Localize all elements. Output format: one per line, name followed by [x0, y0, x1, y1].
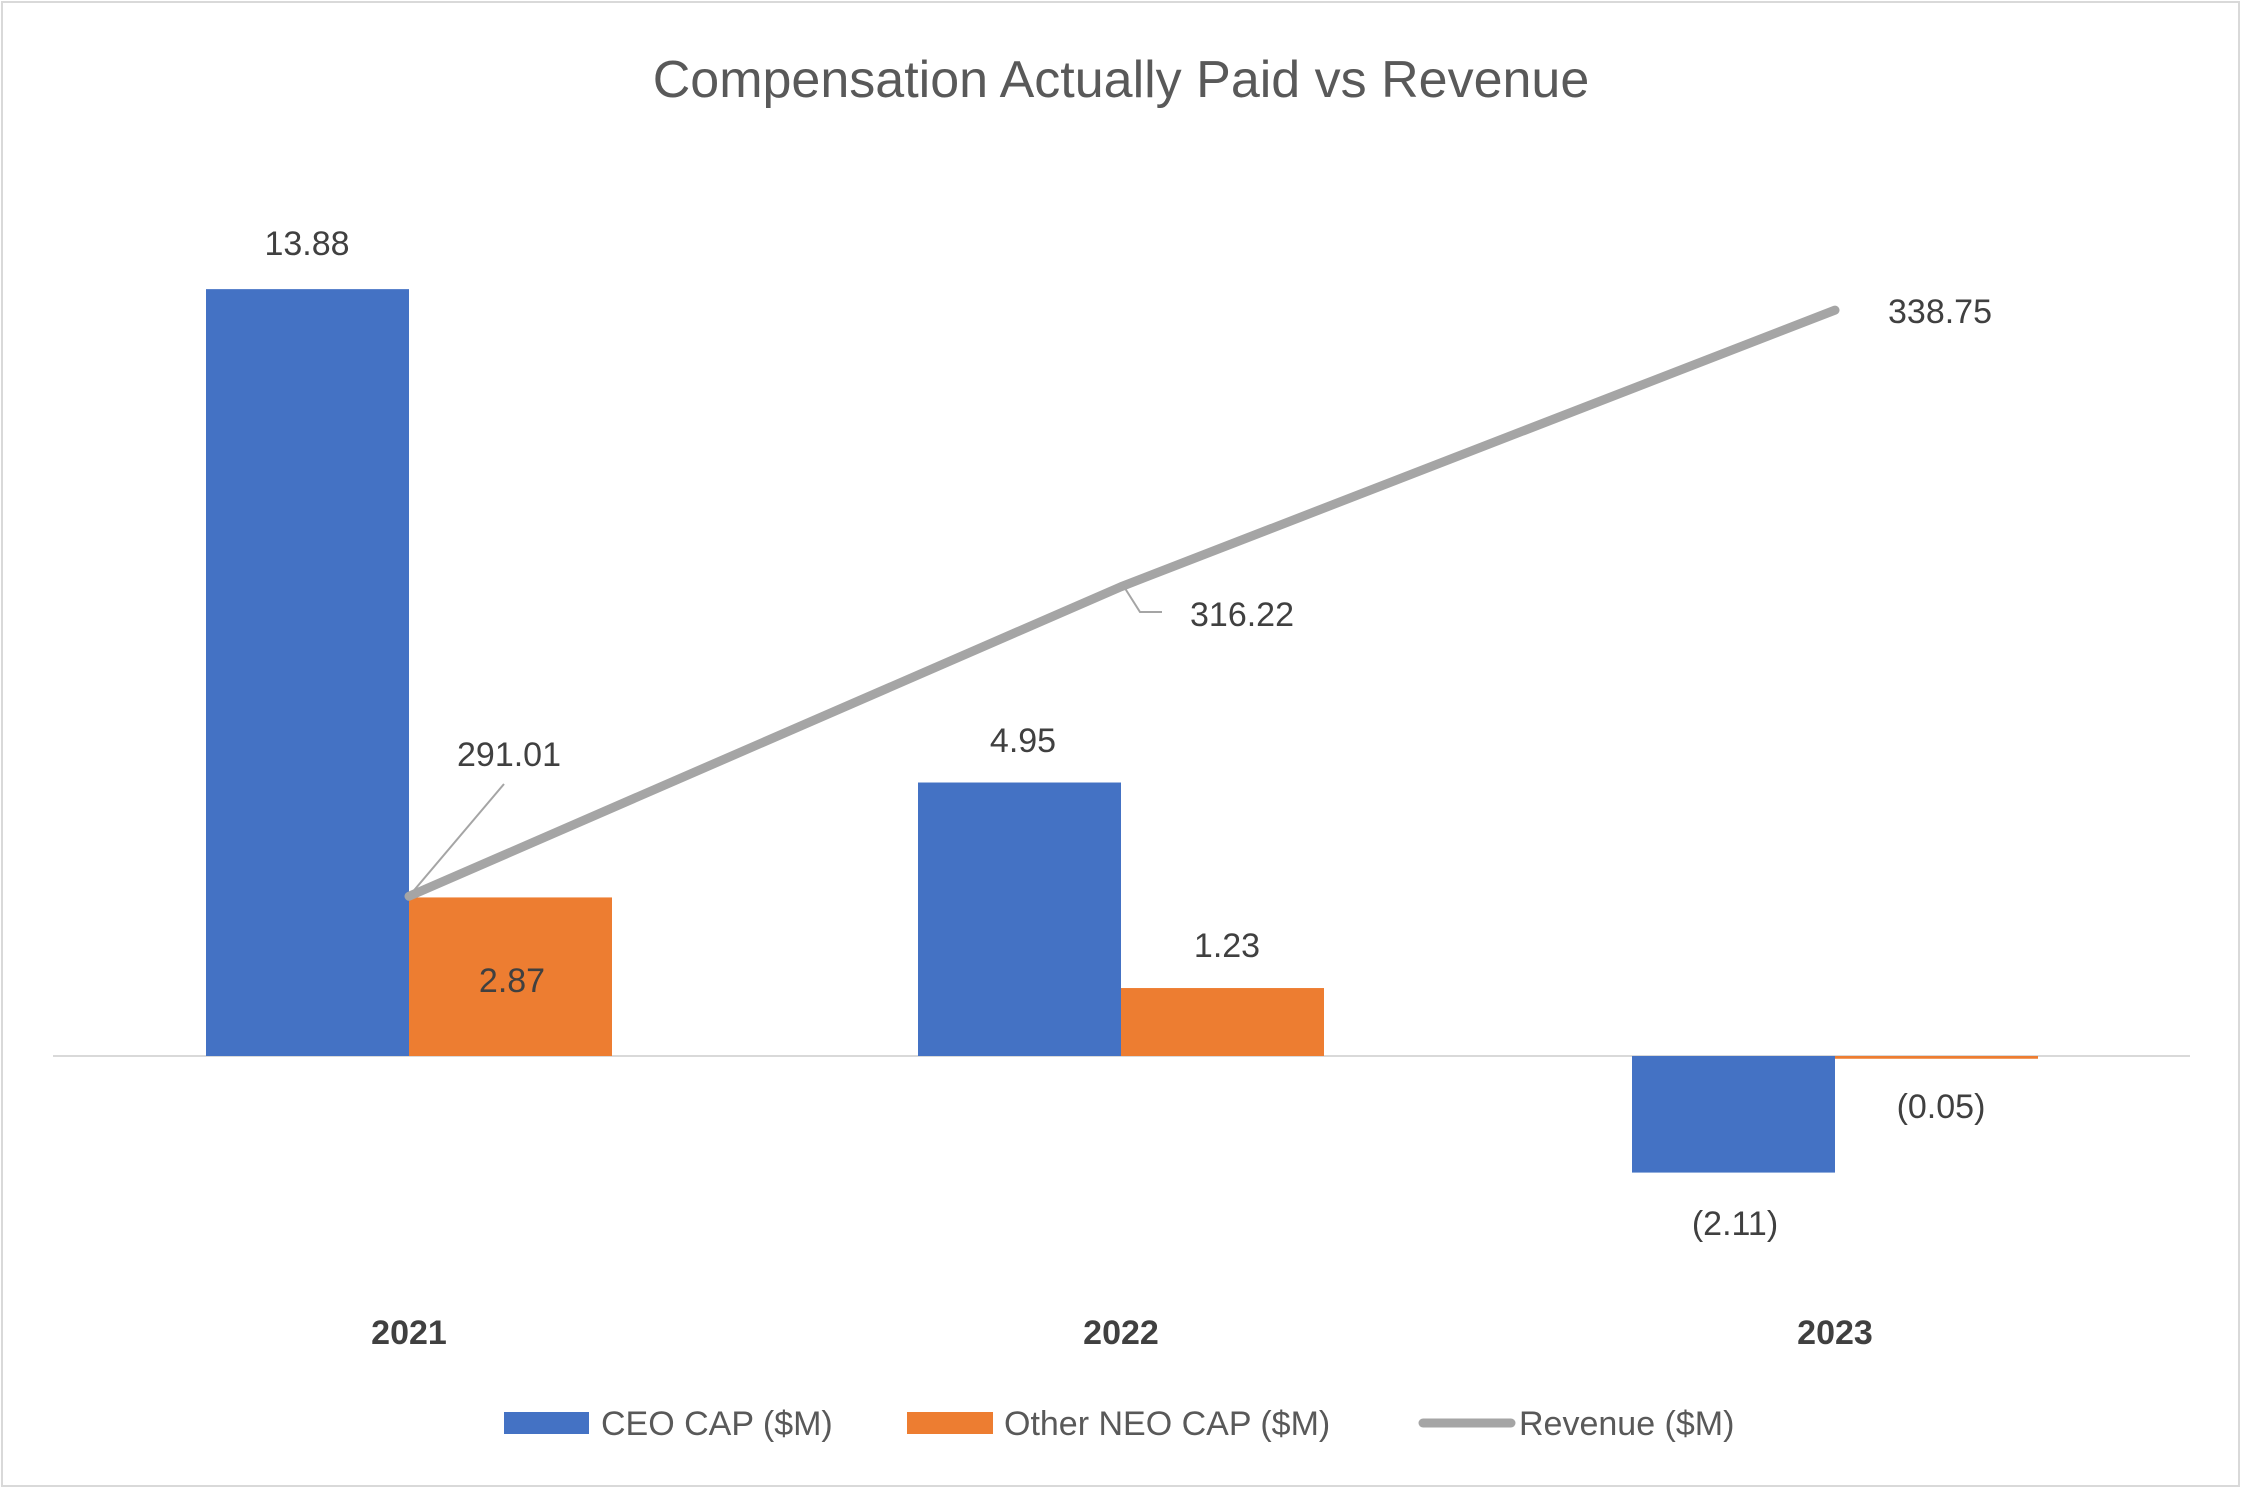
- legend-label-ceo: CEO CAP ($M): [601, 1405, 833, 1443]
- ceo-bar-2022: [918, 782, 1121, 1056]
- neo-data-label: 2.87: [479, 962, 545, 1000]
- neo-bar-2023: [1835, 1056, 2038, 1059]
- legend-swatch-neo: [907, 1412, 993, 1434]
- revenue-data-label: 316.22: [1190, 596, 1294, 634]
- revenue-data-label: 338.75: [1888, 293, 1992, 331]
- legend-label-neo: Other NEO CAP ($M): [1004, 1405, 1330, 1443]
- revenue-line: [404, 305, 1840, 901]
- ceo-bar-2021: [206, 289, 409, 1056]
- revenue-data-label: 291.01: [457, 736, 561, 774]
- chart-title: Compensation Actually Paid vs Revenue: [653, 51, 1590, 109]
- ceo-bar-2023: [1632, 1056, 1835, 1173]
- category-label-2022: 2022: [1083, 1314, 1159, 1352]
- ceo-data-label: 13.88: [264, 225, 349, 263]
- leader-line: [408, 783, 505, 897]
- legend-swatch-ceo: [504, 1412, 589, 1434]
- neo-data-label: 1.23: [1194, 927, 1260, 965]
- category-label-2021: 2021: [371, 1314, 447, 1352]
- neo-data-label: (0.05): [1897, 1088, 1986, 1126]
- ceo-data-label: 4.95: [990, 722, 1056, 760]
- ceo-data-label: (2.11): [1692, 1205, 1778, 1243]
- leader-line: [1123, 586, 1162, 613]
- neo-bar-2022: [1121, 988, 1324, 1056]
- neo-bar-2021: [409, 897, 612, 1056]
- category-label-2023: 2023: [1797, 1314, 1873, 1352]
- legend-label-revenue: Revenue ($M): [1519, 1405, 1734, 1443]
